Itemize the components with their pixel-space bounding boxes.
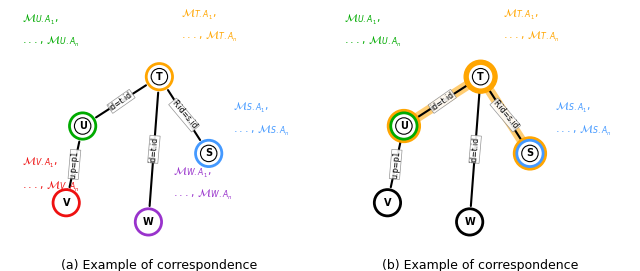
Text: $...,\, \mathcal{M}_{S.A_n}$: $...,\, \mathcal{M}_{S.A_n}$: [234, 124, 291, 138]
Text: S: S: [526, 149, 534, 159]
Text: T: T: [477, 72, 484, 82]
Text: id=t.id: id=t.id: [429, 90, 456, 112]
Text: id=t.id: id=t.id: [148, 136, 159, 163]
Text: $\mathcal{M}_{T.A_1},$: $\mathcal{M}_{T.A_1},$: [181, 8, 217, 22]
Text: $...,\, \mathcal{M}_{U.A_n}$: $...,\, \mathcal{M}_{U.A_n}$: [22, 35, 80, 49]
Circle shape: [456, 209, 483, 235]
Text: R.id=s.id: R.id=s.id: [170, 99, 198, 131]
Text: T: T: [156, 72, 163, 82]
Text: W: W: [464, 217, 475, 227]
Text: $\mathcal{M}_{U.A_1},$: $\mathcal{M}_{U.A_1},$: [344, 12, 380, 27]
Circle shape: [391, 113, 417, 139]
Text: $...,\, \mathcal{M}_{W.A_n}$: $...,\, \mathcal{M}_{W.A_n}$: [173, 188, 233, 202]
Text: U: U: [400, 121, 408, 131]
Circle shape: [374, 190, 401, 216]
Text: S: S: [205, 149, 212, 159]
Text: $\mathcal{M}_{S.A_1},$: $\mathcal{M}_{S.A_1},$: [234, 101, 269, 115]
Text: $...,\, \mathcal{M}_{S.A_n}$: $...,\, \mathcal{M}_{S.A_n}$: [555, 124, 612, 138]
Circle shape: [387, 109, 420, 143]
Circle shape: [70, 113, 96, 139]
Text: $...,\, \mathcal{M}_{T.A_n}$: $...,\, \mathcal{M}_{T.A_n}$: [502, 30, 559, 44]
Text: V: V: [63, 198, 70, 208]
Text: id=t.id: id=t.id: [470, 136, 481, 163]
Text: $\mathcal{M}_{S.A_1},$: $\mathcal{M}_{S.A_1},$: [555, 101, 590, 115]
Circle shape: [135, 209, 161, 235]
Circle shape: [53, 190, 79, 216]
Text: $\mathcal{M}_{W.A_1},$: $\mathcal{M}_{W.A_1},$: [173, 166, 212, 179]
Circle shape: [464, 60, 497, 93]
Text: u.p=p1: u.p=p1: [68, 150, 80, 179]
Circle shape: [146, 63, 173, 90]
Text: $...,\, \mathcal{M}_{T.A_n}$: $...,\, \mathcal{M}_{T.A_n}$: [181, 30, 238, 44]
Text: (a) Example of correspondence: (a) Example of correspondence: [61, 259, 257, 271]
Text: id=t.id: id=t.id: [108, 90, 134, 112]
Text: V: V: [384, 198, 391, 208]
Text: R.id=s.id: R.id=s.id: [491, 99, 520, 131]
Text: $\mathcal{M}_{T.A_1},$: $\mathcal{M}_{T.A_1},$: [502, 8, 538, 22]
Text: W: W: [143, 217, 154, 227]
Circle shape: [513, 137, 547, 170]
Text: U: U: [79, 121, 86, 131]
Text: $\mathcal{M}_{V.A_1},$: $\mathcal{M}_{V.A_1},$: [22, 156, 58, 170]
Text: $\mathcal{M}_{U.A_1},$: $\mathcal{M}_{U.A_1},$: [22, 12, 59, 27]
Circle shape: [516, 140, 543, 167]
Text: (b) Example of correspondence: (b) Example of correspondence: [383, 259, 579, 271]
Circle shape: [467, 63, 494, 90]
Text: $...,\, \mathcal{M}_{U.A_n}$: $...,\, \mathcal{M}_{U.A_n}$: [344, 35, 401, 49]
Text: $...,\, \mathcal{M}_{V.A_n}$: $...,\, \mathcal{M}_{V.A_n}$: [22, 180, 80, 194]
Text: u.p=p1: u.p=p1: [390, 150, 401, 179]
Circle shape: [196, 140, 222, 167]
